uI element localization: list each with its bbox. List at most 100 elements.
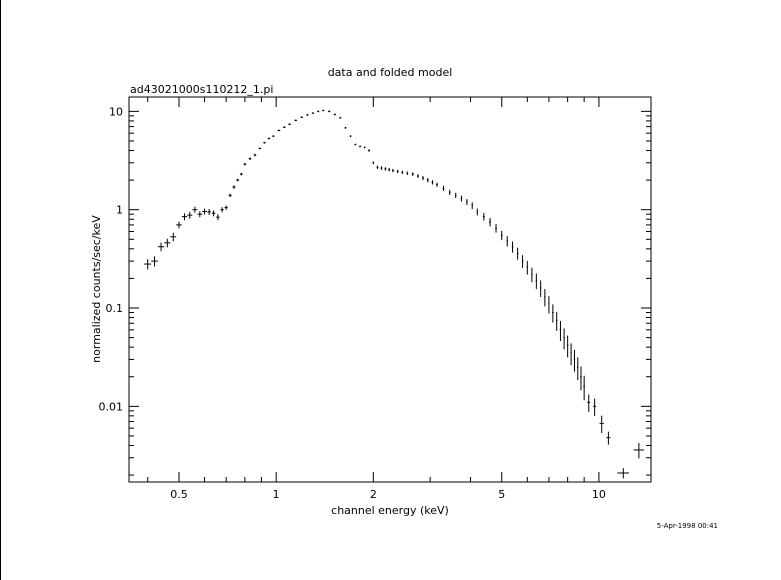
- data-point: [482, 212, 485, 221]
- data-point: [606, 431, 611, 445]
- data-point: [521, 255, 524, 269]
- data-point: [500, 230, 503, 241]
- y-tick-labels: 0.01 0.1 1 10: [99, 105, 124, 413]
- data-point: [339, 116, 342, 119]
- data-point: [495, 224, 497, 233]
- data-point: [506, 236, 509, 247]
- data-point: [426, 178, 429, 183]
- x-tick-label: 0.5: [170, 488, 188, 501]
- data-point: [157, 242, 165, 252]
- data-point: [563, 328, 565, 350]
- timestamp-label: 5-Apr-1998 00:41: [657, 522, 718, 530]
- data-point: [243, 162, 247, 166]
- data-point: [421, 175, 424, 181]
- data-point: [311, 112, 315, 114]
- data-point: [344, 126, 347, 129]
- data-point: [211, 210, 216, 217]
- data-point: [258, 147, 262, 150]
- chart-title: data and folded model: [328, 66, 453, 79]
- data-point: [580, 366, 582, 391]
- data-point: [144, 259, 152, 270]
- x-tick-label: 2: [370, 488, 377, 501]
- data-point: [570, 343, 572, 366]
- y-tick-label: 0.1: [106, 302, 124, 315]
- data-point: [531, 267, 533, 283]
- data-point: [555, 311, 558, 331]
- data-point: [411, 172, 414, 176]
- data-point: [548, 296, 550, 314]
- data-point: [587, 394, 591, 412]
- data-point: [535, 273, 538, 290]
- data-point: [436, 182, 438, 187]
- data-point: [294, 119, 297, 122]
- data-point: [202, 208, 207, 215]
- data-point: [372, 161, 375, 165]
- y-tick-label: 0.01: [99, 400, 124, 413]
- data-point: [306, 114, 309, 116]
- y-tick-label: 10: [109, 105, 123, 118]
- data-point: [384, 167, 387, 171]
- chart-subtitle: ad43021000s110212_1.pi: [130, 83, 273, 96]
- data-point: [552, 304, 554, 323]
- y-axis-label: normalized counts/sec/keV: [90, 215, 103, 363]
- data-point: [516, 247, 519, 260]
- data-point: [187, 211, 193, 219]
- data-point: [277, 129, 281, 132]
- data-point: [391, 168, 394, 173]
- data-point: [248, 157, 252, 161]
- data-point: [396, 169, 399, 174]
- data-point: [566, 335, 569, 358]
- data-point: [406, 171, 409, 175]
- data-point: [253, 153, 257, 157]
- data-point: [376, 165, 379, 170]
- plot-frame: [128, 96, 652, 483]
- data-point: [349, 135, 352, 137]
- data-point: [454, 192, 457, 198]
- data-point: [583, 375, 585, 401]
- data-point: [151, 256, 158, 267]
- data-point: [216, 214, 220, 221]
- data-point: [239, 172, 243, 176]
- y-tick-label: 1: [116, 204, 123, 217]
- data-point: [328, 110, 331, 113]
- data-point: [431, 180, 434, 185]
- data-points: [144, 109, 645, 479]
- data-point: [577, 357, 579, 381]
- data-point: [263, 141, 266, 144]
- axis-ticks: [129, 97, 651, 482]
- x-tick-label: 1: [273, 488, 280, 501]
- data-point: [388, 168, 391, 172]
- data-point: [333, 113, 336, 116]
- x-tick-labels: 0.5 1 2 5 10: [170, 488, 606, 501]
- data-point: [540, 280, 542, 297]
- data-point: [317, 110, 320, 113]
- data-point: [380, 166, 383, 170]
- data-point: [368, 149, 370, 152]
- left-border-line: [0, 0, 1, 580]
- x-tick-label: 5: [498, 488, 505, 501]
- data-point: [633, 442, 645, 459]
- x-tick-label: 10: [592, 488, 606, 501]
- data-point: [363, 146, 366, 149]
- data-point: [593, 398, 597, 416]
- data-point: [359, 145, 362, 148]
- data-point: [573, 349, 576, 372]
- data-point: [228, 193, 232, 198]
- data-point: [220, 207, 224, 213]
- data-point: [471, 202, 473, 210]
- data-point: [559, 320, 562, 341]
- data-point: [164, 238, 171, 248]
- data-point: [197, 211, 203, 218]
- data-point: [526, 260, 529, 275]
- data-point: [300, 116, 303, 119]
- data-point: [511, 241, 514, 253]
- data-point: [476, 208, 478, 216]
- x-axis-label: channel energy (keV): [331, 504, 449, 517]
- data-point: [288, 123, 291, 126]
- data-point: [544, 289, 546, 307]
- data-point: [282, 126, 286, 129]
- data-point: [442, 185, 445, 191]
- data-point: [599, 415, 604, 433]
- data-point: [322, 109, 325, 112]
